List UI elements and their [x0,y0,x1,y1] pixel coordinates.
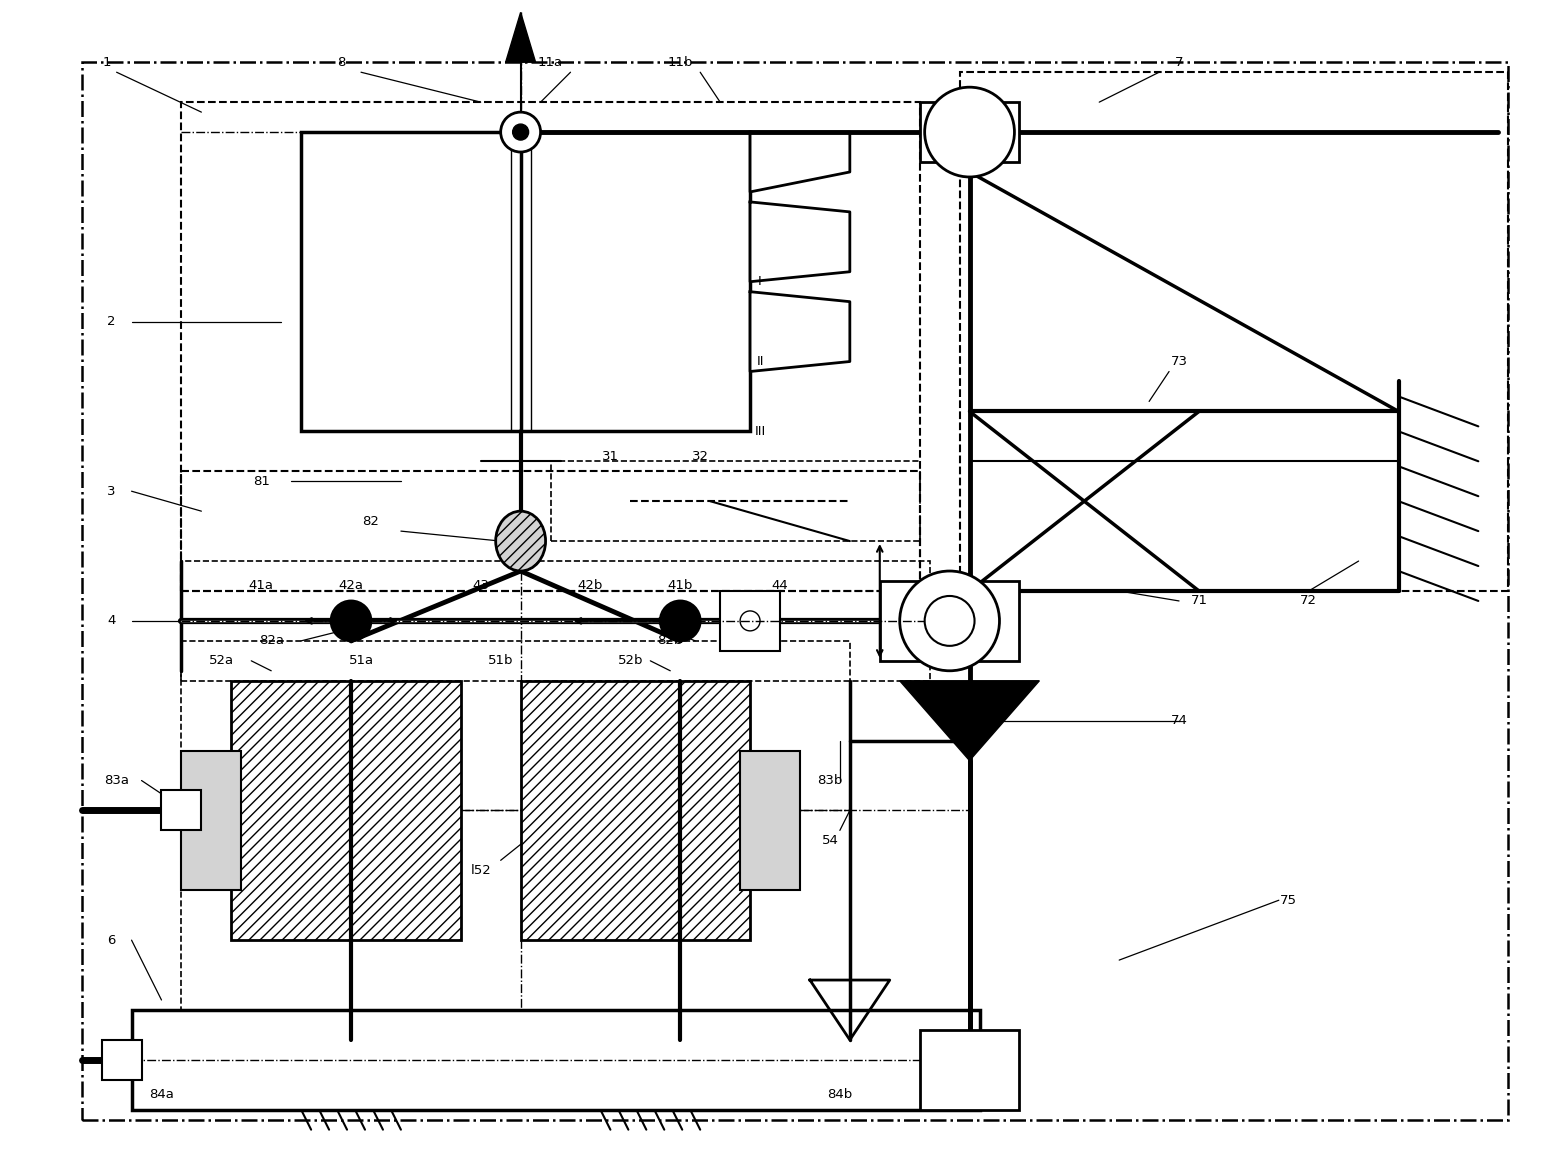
Text: 4: 4 [108,614,116,627]
Text: 54: 54 [822,834,839,846]
Text: 41b: 41b [668,579,693,592]
Text: 44: 44 [772,579,789,592]
Text: 72: 72 [1301,594,1318,607]
Polygon shape [750,291,850,372]
Bar [521,680,750,940]
Bar [182,561,930,680]
Text: 51b: 51b [488,655,513,668]
Text: 82: 82 [363,514,379,527]
Bar [880,580,1019,661]
Text: 11a: 11a [538,56,563,68]
Text: 41a: 41a [249,579,274,592]
Text: 51a: 51a [349,655,374,668]
Text: 42b: 42b [577,579,603,592]
Text: 75: 75 [1280,894,1297,907]
Polygon shape [900,680,1039,760]
Bar [182,641,850,1040]
Text: 81: 81 [254,475,269,488]
Circle shape [501,113,540,152]
Text: 42a: 42a [338,579,363,592]
Polygon shape [505,13,535,63]
Circle shape [925,596,975,646]
Bar [182,751,241,890]
Text: 8: 8 [336,56,346,68]
Text: 6: 6 [108,933,116,946]
Text: 31: 31 [603,449,618,463]
Bar [182,102,920,591]
Text: 2: 2 [108,315,116,329]
Bar [161,791,202,830]
Polygon shape [811,980,890,1040]
Bar [920,1030,1019,1110]
Bar [740,751,800,890]
Polygon shape [750,202,850,282]
Text: 52a: 52a [208,655,233,668]
Text: 11b: 11b [668,56,693,68]
Bar [182,471,920,591]
Bar [959,72,1509,591]
Text: l52: l52 [471,864,491,877]
Text: 73: 73 [1171,355,1188,368]
Text: 7: 7 [1175,56,1183,68]
Text: 1: 1 [102,56,111,68]
Polygon shape [750,132,850,192]
Text: 84b: 84b [828,1088,853,1102]
Bar [232,680,460,940]
Bar [720,591,779,651]
Bar [102,1040,141,1080]
Circle shape [925,87,1014,176]
Circle shape [740,611,761,630]
Text: 83a: 83a [105,774,128,787]
Text: 84a: 84a [149,1088,174,1102]
Bar [920,102,1019,163]
Text: 71: 71 [1191,594,1208,607]
Bar [300,132,750,432]
Circle shape [332,601,371,641]
Text: 74: 74 [1171,714,1188,727]
Text: 83b: 83b [817,774,842,787]
Text: III: III [754,425,765,438]
Text: 3: 3 [108,484,116,498]
Bar [131,1010,980,1110]
Text: 82a: 82a [258,634,283,648]
Circle shape [513,124,529,140]
Ellipse shape [496,511,546,571]
Text: 52b: 52b [618,655,643,668]
Bar [551,461,920,541]
Text: 32: 32 [692,449,709,463]
Text: 82b: 82b [657,634,682,648]
Circle shape [900,571,1000,671]
Text: I: I [757,275,762,288]
Text: II: II [756,355,764,368]
Text: 43: 43 [473,579,490,592]
Circle shape [660,601,700,641]
